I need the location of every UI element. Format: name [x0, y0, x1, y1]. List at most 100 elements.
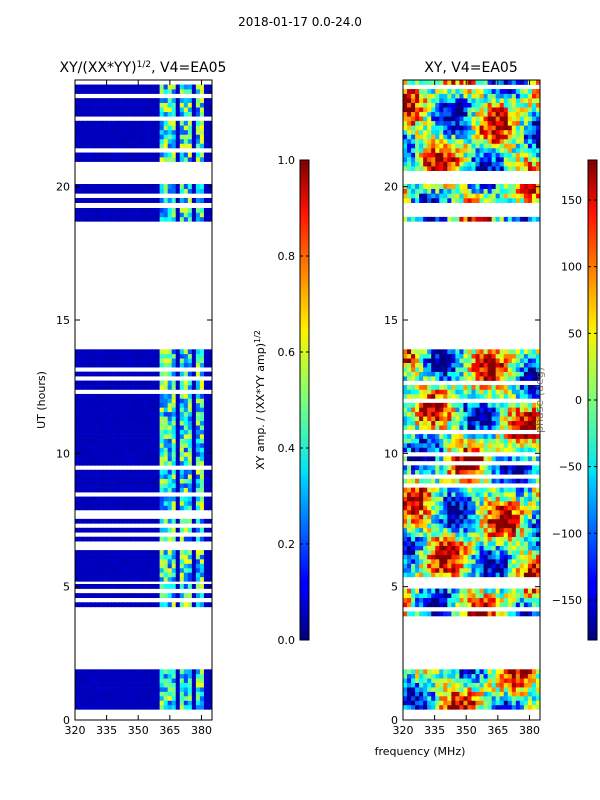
amp-heatmap-cell	[99, 474, 104, 480]
amp-heatmap-cell	[83, 402, 88, 408]
amp-heatmap-cell	[115, 407, 120, 413]
amp-heatmap-cell	[103, 425, 108, 430]
phase-heatmap-cell	[431, 514, 436, 520]
amp-heatmap-cell	[79, 143, 84, 149]
amp-heatmap-cell	[151, 89, 157, 94]
phase-heatmap-cell	[531, 691, 537, 697]
amp-heatmap-cell	[167, 429, 173, 435]
amp-heatmap-cell	[115, 157, 120, 162]
amp-heatmap-cell	[199, 125, 205, 131]
phase-heatmap-cell	[483, 554, 489, 560]
amp-heatmap-cell	[143, 208, 149, 213]
amp-heatmap-cell	[179, 474, 185, 480]
amp-heatmap-cell	[167, 691, 173, 697]
amp-heatmap-cell	[187, 673, 193, 679]
amp-heatmap-cell	[87, 496, 92, 502]
amp-heatmap-cell	[123, 443, 128, 448]
phase-heatmap-cell	[443, 465, 448, 471]
phase-heatmap-cell	[475, 420, 481, 426]
amp-heatmap-cell	[183, 501, 189, 506]
figure-suptitle: 2018-01-17 0.0-24.0	[238, 15, 362, 29]
amp-heatmap-cell	[159, 416, 165, 422]
amp-heatmap-cell	[119, 505, 124, 511]
phase-heatmap-cell	[463, 389, 469, 395]
amp-heatmap-cell	[87, 407, 92, 413]
phase-heatmap-cell	[427, 447, 432, 453]
phase-heatmap-cell	[487, 216, 493, 222]
phase-heatmap-cell	[479, 166, 485, 171]
phase-heatmap-cell	[431, 148, 436, 153]
phase-heatmap-cell	[527, 669, 533, 675]
amp-heatmap-cell	[123, 362, 128, 368]
phase-heatmap-cell	[511, 353, 517, 359]
amp-heatmap-cell	[175, 84, 181, 90]
phase-heatmap-cell	[495, 527, 501, 533]
phase-heatmap-cell	[531, 129, 537, 135]
amp-heatmap-cell	[135, 125, 141, 131]
amp-heatmap-cell	[111, 434, 116, 439]
phase-heatmap-cell	[435, 597, 440, 603]
amp-heatmap-cell	[103, 125, 108, 131]
amp-heatmap-cell	[107, 576, 112, 582]
amp-heatmap-cell	[155, 687, 161, 692]
phase-heatmap-cell	[523, 389, 529, 395]
amp-heatmap-cell	[107, 134, 112, 140]
phase-heatmap-cell	[471, 501, 477, 506]
amp-heatmap-cell	[195, 460, 201, 466]
amp-heatmap-cell	[175, 349, 181, 355]
phase-heatmap-cell	[447, 518, 452, 524]
amp-heatmap-cell	[123, 451, 128, 457]
amp-heatmap-cell	[127, 438, 133, 444]
phase-heatmap-cell	[455, 411, 461, 417]
amp-heatmap-cell	[111, 198, 116, 203]
amp-heatmap-cell	[75, 111, 80, 117]
phase-heatmap-cell	[407, 554, 412, 560]
phase-heatmap-cell	[483, 349, 489, 355]
phase-heatmap-cell	[423, 469, 428, 475]
amp-heatmap-cell	[163, 212, 169, 218]
phase-heatmap-cell	[427, 349, 432, 355]
amp-heatmap-cell	[151, 576, 157, 582]
amp-heatmap-cell	[143, 407, 149, 413]
phase-heatmap-cell	[455, 541, 461, 546]
phase-heatmap-cell	[423, 532, 428, 538]
phase-heatmap-cell	[431, 523, 436, 529]
amp-heatmap-cell	[91, 447, 96, 453]
amp-heatmap-cell	[155, 353, 161, 359]
phase-heatmap-cell	[459, 588, 465, 594]
phase-heatmap-cell	[479, 134, 485, 140]
amp-heatmap-cell	[147, 157, 153, 162]
phase-heatmap-cell	[455, 371, 461, 377]
phase-heatmap-cell	[435, 393, 440, 399]
amp-heatmap-cell	[199, 669, 205, 675]
amp-heatmap-cell	[99, 682, 104, 688]
amp-heatmap-cell	[91, 380, 96, 386]
phase-heatmap-cell	[487, 496, 493, 502]
amp-heatmap-cell	[183, 152, 189, 158]
phase-heatmap-cell	[443, 505, 448, 511]
amp-heatmap-cell	[159, 411, 165, 417]
amp-heatmap-cell	[111, 460, 116, 466]
amp-heatmap-cell	[199, 208, 205, 213]
phase-heatmap-cell	[419, 407, 424, 413]
phase-heatmap-cell	[423, 593, 428, 599]
phase-heatmap-cell	[511, 501, 517, 506]
amp-heatmap-cell	[139, 152, 145, 158]
phase-heatmap-cell	[511, 496, 517, 502]
amp-heatmap-cell	[207, 483, 212, 488]
phase-heatmap-cell	[419, 443, 424, 448]
amp-heatmap-cell	[87, 125, 92, 131]
phase-heatmap-cell	[423, 385, 428, 390]
amp-heatmap-cell	[131, 152, 137, 158]
phase-heatmap-cell	[523, 216, 529, 222]
amp-heatmap-cell	[207, 487, 212, 493]
amp-heatmap-cell	[79, 567, 84, 573]
phase-heatmap-cell	[499, 593, 505, 599]
phase-heatmap-cell	[423, 438, 428, 444]
phase-heatmap-cell	[467, 129, 473, 135]
phase-heatmap-cell	[455, 389, 461, 395]
phase-heatmap-cell	[483, 420, 489, 426]
phase-heatmap-cell	[519, 371, 525, 377]
amp-heatmap-cell	[127, 134, 133, 140]
amp-heatmap-cell	[143, 563, 149, 569]
